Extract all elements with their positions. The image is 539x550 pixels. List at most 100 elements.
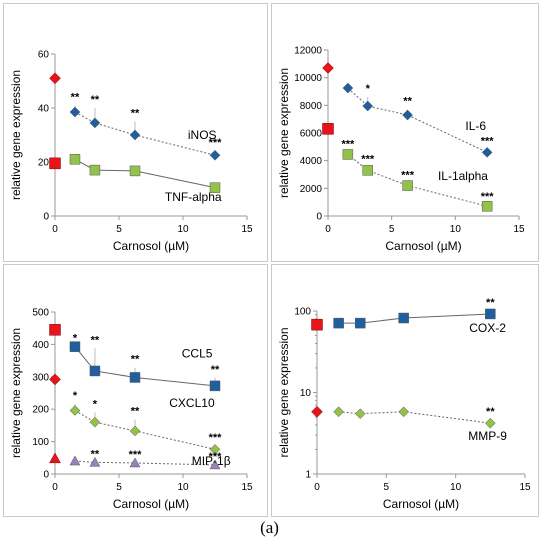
y-tick-label: 20 <box>38 158 50 169</box>
significance-label: ** <box>131 406 140 418</box>
x-tick-label: 0 <box>52 224 58 235</box>
x-tick-label: 5 <box>384 482 390 493</box>
significance-label: *** <box>361 154 375 166</box>
y-axis-label: relative gene expression <box>9 328 23 458</box>
y-tick-label: 0 <box>316 212 322 223</box>
significance-label: * <box>366 83 371 95</box>
y-tick-label: 500 <box>32 308 49 319</box>
x-tick-label: 0 <box>325 224 331 235</box>
data-point <box>209 149 221 161</box>
series-line <box>347 87 488 153</box>
control-point <box>49 373 61 386</box>
data-point <box>333 317 344 329</box>
y-tick-label: 200 <box>32 405 49 416</box>
data-point <box>129 372 141 383</box>
y-tick-label: 10000 <box>294 73 322 84</box>
y-tick-label: 10 <box>300 388 312 399</box>
control-point <box>49 157 61 170</box>
data-point <box>129 425 141 437</box>
series-ccl5: * ******CCL5 <box>49 324 221 392</box>
significance-label: ** <box>486 297 495 309</box>
data-point <box>398 312 409 324</box>
data-point <box>209 380 221 392</box>
significance-label: *** <box>129 449 143 461</box>
data-point <box>69 341 81 352</box>
x-tick-label: 15 <box>241 224 253 235</box>
series-line <box>338 313 491 324</box>
panel-frame-3 <box>3 264 268 517</box>
y-axis-label: relative gene expression <box>9 70 23 200</box>
data-point <box>398 406 410 418</box>
series-label: IL-6 <box>465 119 486 133</box>
y-tick-label: 1 <box>305 470 311 481</box>
data-point <box>485 308 496 320</box>
significance-label: ** <box>91 334 100 346</box>
significance-label: ** <box>131 108 140 120</box>
data-point <box>333 406 344 418</box>
series-line <box>74 460 216 466</box>
figure-caption: (a) <box>260 518 279 537</box>
control-point <box>49 452 61 464</box>
data-point <box>89 164 101 176</box>
y-tick-label: 100 <box>32 437 49 448</box>
significance-label: ** <box>403 95 412 107</box>
x-tick-label: 5 <box>389 224 395 235</box>
data-point <box>89 117 101 129</box>
data-point <box>209 182 221 193</box>
series-line <box>74 346 216 387</box>
series-label: IL-1alpha <box>438 169 488 183</box>
series-cox-2: ** COX-2 <box>311 297 506 335</box>
series-line <box>338 411 491 424</box>
x-tick-label: 15 <box>513 224 525 235</box>
x-tick-label: 15 <box>241 482 253 493</box>
significance-label: *** <box>481 191 495 203</box>
data-point <box>89 365 101 377</box>
data-point <box>129 129 141 141</box>
data-point <box>355 317 366 329</box>
data-point <box>69 455 81 466</box>
control-point <box>311 318 323 331</box>
data-point <box>342 149 354 160</box>
significance-label: ** <box>91 94 100 106</box>
y-tick-label: 2000 <box>300 184 323 195</box>
data-point <box>129 165 141 177</box>
data-point <box>402 109 413 121</box>
y-tick-label: 40 <box>38 104 50 115</box>
significance-label: *** <box>209 432 223 444</box>
control-point <box>49 72 61 85</box>
significance-label: *** <box>341 138 355 150</box>
significance-label: * <box>73 333 78 345</box>
data-point <box>89 456 101 467</box>
y-tick-label: 60 <box>38 50 50 61</box>
x-tick-label: 5 <box>116 482 122 493</box>
chart-panel-2: 0 5 10 15 0 2000 4000 6000 8000 10000 12000 Carnoso… <box>277 46 525 254</box>
y-tick-label: 100 <box>294 307 311 318</box>
significance-label: *** <box>209 137 223 149</box>
x-tick-label: 15 <box>519 482 531 493</box>
control-point <box>311 405 323 418</box>
y-axis-label: relative gene expression <box>277 327 291 457</box>
series-il-1alpha: *** *** *** *** IL-1alpha <box>322 123 495 212</box>
series-tnf-alpha: TNF-alpha <box>49 154 222 204</box>
series-label: CXCL10 <box>169 396 215 410</box>
y-tick-label: 300 <box>32 372 49 383</box>
series-line <box>74 158 216 189</box>
control-point <box>49 324 61 336</box>
x-axis-label: Carnosol (µM) <box>113 497 189 511</box>
chart-panel-3: 0 5 10 15 0 100 200 300 400 500 Carnosol (µM) relat… <box>9 308 253 512</box>
data-point <box>209 444 221 455</box>
data-point <box>481 147 493 158</box>
y-tick-label: 4000 <box>300 156 323 167</box>
significance-label: ** <box>486 406 495 418</box>
significance-label: ** <box>131 354 140 366</box>
y-tick-label: 0 <box>43 212 49 223</box>
x-tick-label: 10 <box>450 224 462 235</box>
y-tick-label: 8000 <box>300 101 323 112</box>
y-tick-label: 6000 <box>300 129 323 140</box>
y-tick-label: 400 <box>32 340 49 351</box>
significance-label: *** <box>401 169 415 181</box>
significance-label: * <box>73 390 78 402</box>
x-tick-label: 10 <box>450 482 462 493</box>
data-point <box>481 201 493 212</box>
series-label: TNF-alpha <box>165 190 222 204</box>
